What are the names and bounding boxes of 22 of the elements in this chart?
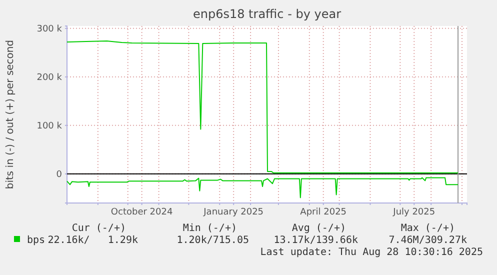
chart-title: enp6s18 traffic - by year (192, 7, 342, 21)
y-tick-label: 200 k (36, 72, 63, 83)
x-tick-label: January 2025 (202, 207, 264, 218)
line-series (66, 177, 459, 198)
text: Last update: Thu Aug 28 10:30:16 2025 (260, 247, 483, 258)
text: 22.16k/ 1.29k (48, 235, 138, 246)
text: Avg (-/+) (292, 223, 346, 234)
legend-label: bps (27, 235, 46, 246)
text: 1.20k/715.05 (176, 235, 249, 246)
y-axis-title: bits in (-) / out (+) per second (5, 40, 16, 190)
text: 7.46M/309.27k (388, 235, 467, 246)
x-tick-label: July 2025 (392, 207, 436, 218)
y-tick-label: 0 (56, 170, 62, 180)
text: Max (-/+) (400, 223, 455, 234)
x-tick-label: April 2025 (300, 207, 347, 218)
x-tick-label: October 2024 (110, 207, 173, 218)
y-tick-label: 300 k (36, 24, 63, 34)
text: 13.17k/139.66k (274, 235, 358, 246)
text: Cur (-/+) (72, 223, 126, 234)
line-series (66, 40, 459, 174)
y-tick-label: 100 k (36, 121, 63, 132)
text: Min (-/+) (182, 223, 237, 234)
